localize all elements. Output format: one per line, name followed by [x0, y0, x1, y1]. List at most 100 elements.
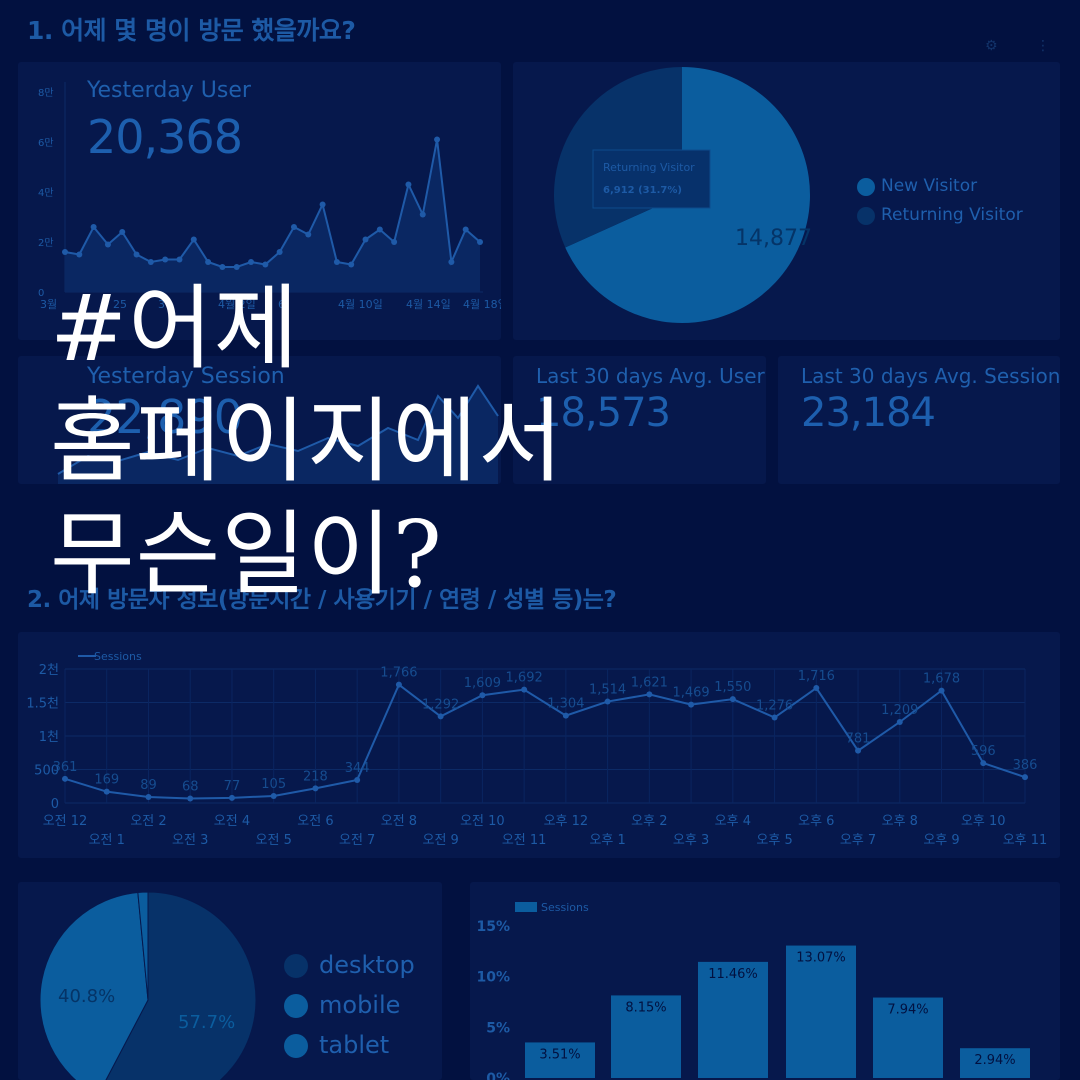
daily-point [119, 229, 126, 235]
daily-point [434, 136, 441, 143]
hourly-x-tick: 오후 12 [544, 814, 589, 829]
hourly-data-label: 77 [224, 779, 241, 794]
device-slice [39, 891, 149, 1080]
hourly-point [813, 685, 820, 692]
daily-point [205, 259, 212, 265]
age-bar [611, 995, 681, 1078]
new-visitor-slice-label: 14,877 [735, 226, 812, 251]
session-sparkline [57, 384, 499, 484]
age-bar-label: 7.94% [887, 1003, 928, 1018]
hourly-x-tick: 오후 5 [756, 833, 792, 848]
daily-x-tick: 4월 18일 [463, 297, 501, 311]
hourly-x-tick: 오후 6 [798, 814, 834, 829]
bar-y-tick: 0% [486, 1071, 510, 1080]
bar-y-tick: 5% [486, 1020, 510, 1036]
section-2-title: 2. 어제 방문자 정보(방문시간 / 사용기기 / 연령 / 성별 등)는? [27, 587, 617, 613]
daily-point [290, 224, 297, 230]
hourly-point [187, 795, 194, 802]
age-bar-label: 8.15% [625, 1000, 666, 1015]
tooltip-title: Returning Visitor [603, 161, 695, 174]
hourly-y-tick: 1천 [39, 730, 59, 745]
hourly-y-tick: 500 [34, 764, 59, 779]
hourly-data-label: 1,514 [589, 683, 626, 698]
hourly-x-tick: 오전 8 [381, 814, 417, 829]
visitor-type-pie: 14,877 Returning Visitor 6,912 (31.7%) [554, 67, 812, 323]
age-bar [873, 997, 943, 1078]
hourly-point [729, 696, 736, 703]
hourly-point [145, 794, 152, 801]
age-bar [525, 1042, 595, 1078]
daily-y-tick: 6만 [38, 137, 54, 149]
desktop-legend-label: desktop [319, 951, 415, 979]
daily-point [248, 259, 255, 265]
hourly-sessions-panel: Sessions 2천 1.5천 1천 500 0 361 169 89 68 77 105 218… [18, 632, 1060, 858]
hourly-data-label: 89 [140, 778, 157, 793]
daily-point [262, 261, 269, 268]
hourly-y-tick: 2천 [39, 663, 59, 678]
hourly-point [312, 785, 319, 792]
hourly-data-label: 1,209 [881, 703, 918, 718]
daily-x-tick: 4월 14일 [406, 297, 451, 311]
returning-visitor-legend-label: Returning Visitor [881, 205, 1023, 225]
gear-icon[interactable]: ⚙ [985, 38, 998, 54]
age-sessions-panel: Sessions 15% 10% 5% 0% 3.51% 8.15% 11.46% 13.0… [470, 882, 1060, 1080]
bar-y-tick: 10% [476, 970, 510, 986]
daily-point [362, 236, 369, 243]
age-bar [786, 945, 856, 1078]
more-vertical-icon[interactable]: ⋮ [1036, 38, 1050, 54]
hourly-x-tick: 오전 4 [214, 814, 250, 829]
mobile-legend-label: mobile [319, 991, 401, 1019]
hourly-data-label: 1,276 [756, 699, 793, 714]
hourly-sessions-chart: Sessions 2천 1.5천 1천 500 0 361 169 89 68 77 105 218… [26, 650, 1048, 848]
daily-point [376, 226, 383, 233]
hourly-point [354, 776, 361, 783]
hourly-x-tick: 오후 2 [631, 814, 667, 829]
bar-legend-label: Sessions [541, 901, 589, 914]
hourly-data-label: 596 [971, 744, 996, 759]
hourly-x-tick: 오전 2 [130, 814, 166, 829]
daily-y-tick: 0 [38, 288, 44, 299]
daily-x-tick: 6 [278, 298, 285, 311]
hourly-x-tick: 오후 1 [589, 833, 625, 848]
daily-x-tick: 4월 2일 [218, 297, 256, 311]
daily-point [104, 241, 111, 248]
hourly-x-tick: 오후 11 [1003, 833, 1048, 848]
visitor-type-panel: 14,877 Returning Visitor 6,912 (31.7%) N… [513, 62, 1060, 340]
hourly-point [646, 691, 653, 698]
daily-point [176, 256, 183, 263]
daily-point [462, 226, 469, 233]
overlay-title: #어제 홈페이지에서 무슨일이? [50, 272, 564, 611]
age-bar [698, 961, 768, 1078]
daily-y-tick: 4만 [38, 187, 54, 199]
daily-point [333, 259, 340, 265]
desktop-legend-dot [284, 954, 308, 978]
hourly-y-tick: 0 [51, 797, 59, 812]
tablet-legend-label: tablet [319, 1031, 390, 1059]
age-bar [960, 1048, 1030, 1078]
hourly-data-label: 1,550 [714, 680, 751, 695]
hourly-x-tick: 오전 11 [502, 833, 547, 848]
hourly-data-label: 68 [182, 779, 199, 794]
hourly-data-label: 169 [94, 773, 119, 788]
avg-session-value: 23,184 [801, 390, 936, 436]
age-bar-label: 3.51% [539, 1047, 580, 1062]
daily-point [62, 249, 68, 255]
hourly-point [771, 714, 778, 721]
hourly-x-tick: 오전 5 [256, 833, 292, 848]
hourly-point [521, 686, 528, 693]
tooltip-box [592, 149, 711, 209]
hourly-point [938, 687, 945, 694]
new-visitor-legend-label: New Visitor [881, 176, 978, 196]
avg-session-label: Last 30 days Avg. Session [801, 364, 1061, 388]
hourly-x-tick: 오전 7 [339, 833, 375, 848]
hourly-data-label: 1,469 [672, 686, 709, 701]
hourly-data-label: 1,716 [798, 669, 835, 684]
daily-x-tick: 4월 10일 [338, 297, 383, 311]
daily-point [319, 201, 326, 208]
bar-legend-swatch [515, 902, 537, 912]
daily-x-tick: 3 [158, 298, 165, 311]
hourly-data-label: 1,609 [464, 676, 501, 691]
daily-point [305, 231, 312, 238]
daily-point [233, 264, 240, 270]
hourly-data-label: 344 [345, 761, 370, 776]
